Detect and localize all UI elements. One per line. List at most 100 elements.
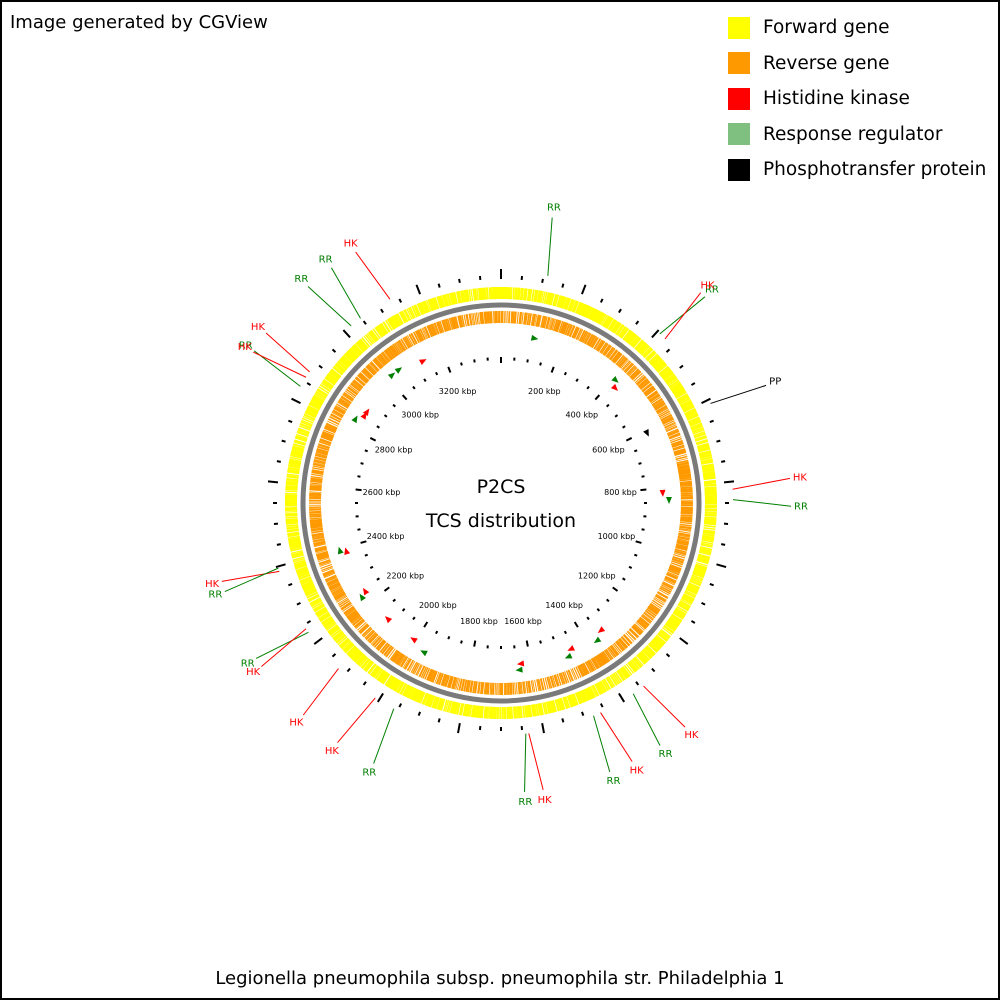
forward-gene xyxy=(620,327,630,339)
forward-gene xyxy=(553,294,558,307)
forward-gene xyxy=(690,422,703,430)
forward-gene xyxy=(683,405,695,413)
forward-gene xyxy=(679,600,691,609)
reverse-gene xyxy=(631,626,641,636)
forward-gene xyxy=(346,350,357,361)
reverse-gene xyxy=(421,327,428,340)
forward-gene xyxy=(369,665,379,676)
forward-gene xyxy=(333,631,344,641)
forward-gene xyxy=(371,666,381,678)
forward-gene xyxy=(685,587,698,595)
forward-gene xyxy=(576,692,583,704)
outer-tick xyxy=(580,284,587,295)
reverse-gene xyxy=(514,682,517,695)
reverse-gene xyxy=(558,320,564,333)
reverse-gene xyxy=(347,386,358,396)
reverse-gene xyxy=(584,332,592,345)
forward-gene xyxy=(697,556,710,562)
reverse-gene xyxy=(416,664,423,676)
feature-leader-hk xyxy=(732,477,791,490)
forward-gene xyxy=(681,402,694,410)
forward-gene xyxy=(330,368,342,378)
forward-gene xyxy=(697,444,710,450)
reverse-gene xyxy=(344,607,356,616)
reverse-gene xyxy=(343,391,355,401)
forward-gene xyxy=(687,416,700,424)
forward-gene xyxy=(367,663,377,675)
feature-label-rr: RR xyxy=(294,274,308,285)
reverse-gene xyxy=(544,677,549,690)
reverse-gene xyxy=(457,315,462,328)
forward-gene xyxy=(319,613,331,623)
reverse-gene xyxy=(622,634,633,645)
forward-gene xyxy=(594,683,602,696)
forward-gene xyxy=(298,573,311,581)
reverse-gene xyxy=(672,446,685,451)
reverse-gene xyxy=(477,312,480,325)
reverse-gene xyxy=(643,612,654,621)
forward-gene xyxy=(471,705,475,718)
inner-tick xyxy=(401,394,408,401)
forward-gene xyxy=(701,463,714,467)
forward-gene xyxy=(311,601,324,609)
reverse-gene xyxy=(441,674,447,686)
forward-gene xyxy=(316,609,329,618)
forward-gene xyxy=(324,376,336,386)
reverse-gene xyxy=(653,598,664,606)
reverse-gene xyxy=(679,481,692,485)
forward-gene xyxy=(612,322,622,334)
forward-gene xyxy=(291,554,304,559)
reverse-gene xyxy=(318,559,331,564)
outer-tick xyxy=(276,460,281,463)
forward-gene xyxy=(632,657,642,669)
reverse-gene xyxy=(658,589,670,596)
reverse-gene xyxy=(532,680,536,693)
reverse-gene xyxy=(486,311,489,324)
reverse-gene xyxy=(324,426,337,433)
forward-gene xyxy=(552,700,557,712)
reverse-gene xyxy=(372,636,382,647)
forward-gene xyxy=(684,591,696,599)
reverse-gene xyxy=(586,333,594,346)
reverse-gene xyxy=(329,416,341,423)
forward-gene xyxy=(524,288,528,301)
forward-gene xyxy=(640,345,651,356)
reverse-gene xyxy=(356,621,367,631)
reverse-gene xyxy=(410,661,418,673)
reverse-gene xyxy=(331,411,343,419)
reverse-gene xyxy=(536,679,540,692)
legend-label-forward-gene: Forward gene xyxy=(763,17,890,39)
reverse-gene xyxy=(348,384,360,394)
forward-gene xyxy=(406,308,413,320)
forward-gene xyxy=(342,354,353,365)
reverse-gene xyxy=(590,336,598,348)
forward-gene xyxy=(550,293,555,306)
forward-gene xyxy=(670,382,682,391)
forward-gene xyxy=(597,312,606,325)
inner-tick xyxy=(640,488,647,492)
reverse-gene xyxy=(679,478,692,482)
legend-item-phosphotransfer-protein: Phosphotransfer protein xyxy=(728,152,986,188)
forward-gene xyxy=(347,349,358,360)
forward-gene xyxy=(677,394,689,403)
reverse-gene xyxy=(647,606,659,615)
reverse-gene xyxy=(358,372,369,382)
reverse-gene xyxy=(619,637,629,648)
reverse-gene xyxy=(326,578,339,585)
forward-gene xyxy=(390,316,398,328)
forward-gene xyxy=(546,292,551,305)
forward-gene xyxy=(417,691,425,704)
legend-label-response-regulator: Response regulator xyxy=(763,123,943,145)
reverse-gene xyxy=(677,538,690,542)
reverse-gene xyxy=(316,551,329,557)
outer-tick xyxy=(291,397,301,405)
forward-gene xyxy=(693,431,706,437)
forward-gene xyxy=(285,513,298,517)
reverse-gene xyxy=(371,636,381,646)
reverse-gene xyxy=(430,670,437,683)
reverse-gene xyxy=(317,554,329,560)
forward-gene xyxy=(701,538,714,543)
outer-tick xyxy=(665,653,671,658)
forward-gene xyxy=(660,368,672,379)
reverse-gene xyxy=(375,639,385,650)
